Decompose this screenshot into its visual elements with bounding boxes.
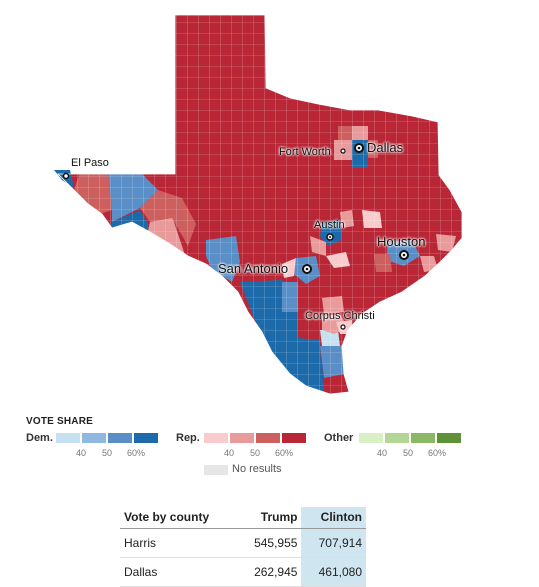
san-antonio-marker-dot — [305, 267, 309, 271]
legend-rep-swatch-4 — [282, 433, 306, 443]
legend-title: VOTE SHARE — [26, 416, 94, 427]
legend-other-swatches — [359, 433, 461, 443]
austin-marker-dot — [329, 236, 331, 238]
city-label-el-paso: El Paso — [71, 157, 109, 169]
legend-rep-swatch-1 — [204, 433, 228, 443]
city-label-houston: Houston — [377, 234, 426, 249]
vote-share-legend: VOTE SHARE Dem. 40 50 60% Rep. 40 50 60%… — [26, 416, 526, 486]
table-cell-county: Harris — [120, 528, 237, 558]
legend-other-tick-2: 50 — [403, 448, 414, 458]
legend-other-tick-3: 60% — [428, 448, 447, 458]
legend-other-swatch-3 — [411, 433, 435, 443]
city-label-corpus-christi: Corpus Christi — [305, 310, 375, 322]
table-header-clinton: Clinton — [301, 507, 366, 529]
legend-dem-tick-1: 40 — [76, 448, 87, 458]
county-boundaries — [58, 15, 462, 394]
legend-dem-swatch-1 — [56, 433, 80, 443]
legend-dem-swatch-4 — [134, 433, 158, 443]
legend-rep-swatch-3 — [256, 433, 280, 443]
legend-other-swatch-1 — [359, 433, 383, 443]
legend-no-results-label: No results — [232, 463, 282, 475]
texas-county-map[interactable]: El Paso Fort Worth Dallas Austin Houston… — [0, 0, 539, 410]
legend-other-swatch-2 — [385, 433, 409, 443]
city-markers — [62, 143, 409, 330]
legend-no-results-swatch — [204, 465, 228, 475]
legend-rep-tick-2: 50 — [250, 448, 261, 458]
city-label-san-antonio: San Antonio — [218, 261, 289, 276]
table-cell-clinton: 461,080 — [301, 557, 366, 587]
table-header-county: Vote by county — [120, 507, 237, 529]
table-cell-county: Dallas — [120, 557, 237, 587]
table-cell-clinton: 707,914 — [301, 528, 366, 558]
dallas-marker-dot — [357, 146, 361, 150]
legend-other-tick-1: 40 — [377, 448, 388, 458]
county-region-elpaso[interactable] — [54, 170, 74, 188]
legend-dem-swatch-2 — [82, 433, 106, 443]
legend-dem-swatch-3 — [108, 433, 132, 443]
legend-rep-swatches — [204, 433, 306, 443]
table-row: Dallas 262,945 461,080 — [120, 557, 366, 587]
table-header-trump: Trump — [236, 507, 302, 529]
legend-dem-swatches — [56, 433, 158, 443]
state-border — [57, 14, 463, 395]
table-cell-trump: 262,945 — [236, 557, 302, 587]
legend-rep-swatch-2 — [230, 433, 254, 443]
houston-marker-dot — [402, 253, 406, 257]
table-row: Harris 545,955 707,914 — [120, 528, 366, 558]
legend-rep-label: Rep. — [176, 432, 200, 444]
city-label-fort-worth: Fort Worth — [279, 146, 331, 158]
table-header-row: Vote by county Trump Clinton — [120, 507, 366, 529]
el-paso-marker — [62, 172, 70, 180]
city-label-austin: Austin — [314, 219, 345, 231]
vote-by-county-table: Vote by county Trump Clinton Harris 545,… — [120, 507, 366, 587]
legend-dem-label: Dem. — [26, 432, 53, 444]
legend-other-swatch-4 — [437, 433, 461, 443]
corpus-christi-marker — [340, 324, 346, 330]
legend-dem-tick-2: 50 — [102, 448, 113, 458]
legend-rep-tick-3: 60% — [275, 448, 294, 458]
legend-rep-tick-1: 40 — [224, 448, 235, 458]
city-label-dallas: Dallas — [367, 140, 404, 155]
map-svg — [54, 14, 463, 395]
table-cell-trump: 545,955 — [236, 528, 302, 558]
legend-other-label: Other — [324, 432, 354, 444]
legend-dem-tick-3: 60% — [127, 448, 146, 458]
fort-worth-marker — [340, 148, 346, 154]
